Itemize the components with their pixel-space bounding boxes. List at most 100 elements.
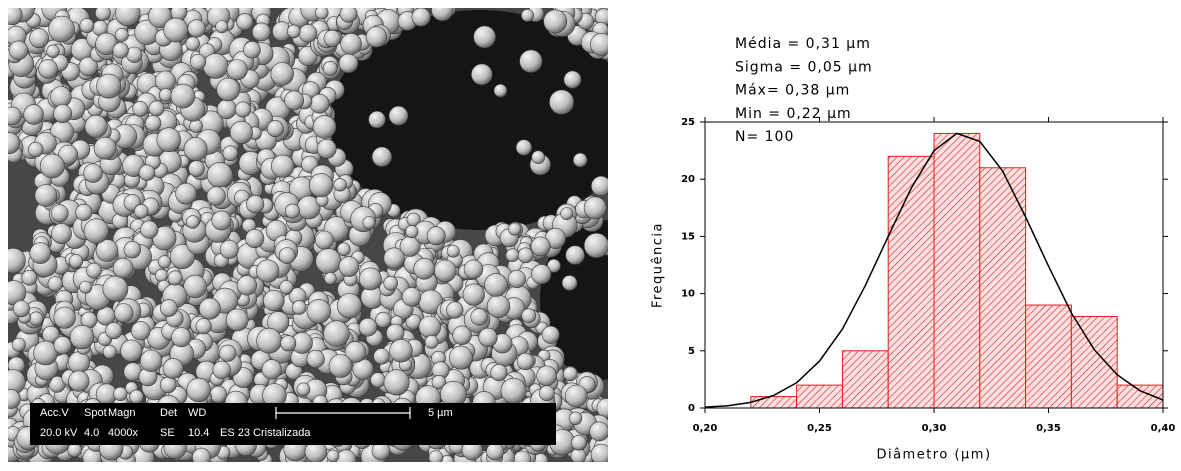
particle [123,241,142,259]
particle [486,442,505,461]
particle [86,262,102,279]
y-tick-label: 20 [681,174,695,185]
particle [333,178,347,192]
particle [245,229,265,249]
info-value: SE [160,427,175,439]
particle [338,256,360,277]
particle [33,340,58,366]
particle [426,226,446,246]
particle [339,8,358,23]
info-value: 20.0 kV [40,427,78,439]
particle [138,164,156,181]
particle [452,325,472,345]
particle [431,375,446,390]
particle [158,255,172,269]
particle [155,268,169,283]
particle [531,264,552,285]
particle [159,88,173,102]
info-header: Det [160,407,177,419]
particle [186,215,200,229]
particle [51,223,72,245]
particle [405,225,419,239]
particle [23,104,44,125]
particle [38,59,58,79]
particle [326,449,340,462]
bar [750,396,798,409]
annotation: Média = 0,31 µm [735,36,871,52]
particle [226,59,248,81]
particle [314,230,334,250]
particle [83,218,109,244]
particle [206,162,233,189]
particle [338,53,359,74]
particle [187,19,206,38]
particle [112,257,134,279]
particle [328,354,353,378]
particle [219,239,239,259]
particle [29,311,44,326]
particle [563,70,582,89]
particle [531,150,546,164]
particle [486,294,511,319]
particle [82,447,103,462]
info-value: 4.0 [84,427,99,439]
particle [564,384,588,408]
particle [284,203,300,219]
particle [46,44,60,58]
x-axis-label: Diâmetro (µm) [876,448,991,463]
particle [322,61,338,76]
particle [371,146,393,167]
bar [979,167,1027,409]
particle [216,99,237,120]
particle [47,276,63,292]
particle [156,127,182,152]
x-tick-label: 0,30 [922,423,947,434]
x-tick-label: 0,35 [1036,423,1061,434]
particle [39,153,65,179]
particle [541,325,560,344]
particle [246,195,265,214]
particle [590,33,608,56]
particle [446,244,460,258]
particle [140,349,163,372]
particle [222,145,239,162]
particle [112,42,129,59]
y-tick-label: 15 [681,231,695,242]
particle [68,370,90,392]
particle [8,8,23,26]
info-header: Magn [108,407,136,419]
particle [8,106,22,126]
sem-image: Acc.V Spot Magn Det WD 20.0 kV 4.0 4000x SE 10.4 E… [8,8,608,462]
particle [84,114,108,138]
particle [344,341,367,363]
particle [340,33,362,55]
particle [543,9,568,34]
particle [401,287,422,307]
particle [309,93,330,114]
particle [306,299,331,324]
particle [549,89,575,115]
particle [266,120,284,138]
particle [389,339,413,363]
particle [473,25,496,49]
annotation: Min = 0,22 µm [735,106,852,122]
particle [189,119,203,133]
particle [69,324,95,350]
y-tick-label: 0 [688,403,695,414]
info-value: 10.4 [188,427,209,439]
particle [102,275,129,302]
particle [169,244,195,270]
particle [368,110,386,129]
particle [229,120,253,145]
particle [463,259,484,279]
info-header: WD [188,407,206,419]
particle [470,308,488,326]
particle [102,344,117,359]
particle [517,247,534,264]
particle [175,182,197,205]
particle [170,83,196,109]
particle [505,248,520,262]
particle [75,203,93,221]
particle [183,137,208,162]
particle [324,272,337,285]
